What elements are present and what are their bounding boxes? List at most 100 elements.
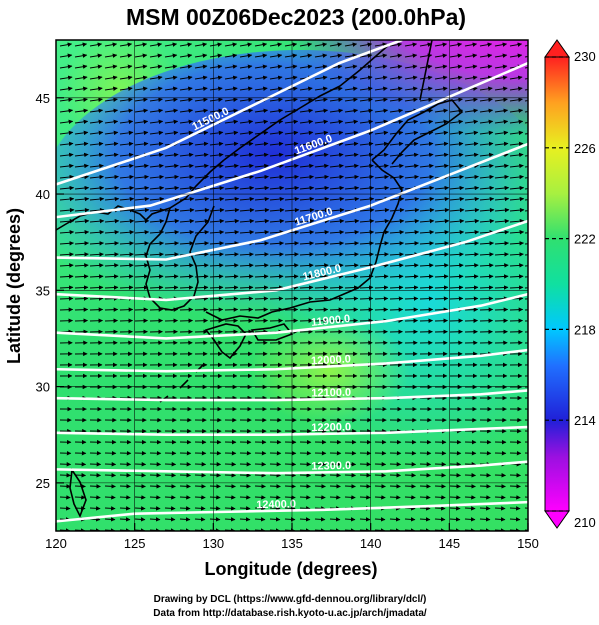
wind-arrow <box>239 207 255 213</box>
wind-arrow <box>329 130 344 136</box>
wind-arrow <box>494 285 509 290</box>
wind-arrow <box>449 252 464 257</box>
wind-arrow <box>404 119 419 125</box>
wind-arrow <box>209 285 224 290</box>
wind-arrow <box>314 495 326 500</box>
wind-arrow <box>329 252 344 257</box>
wind-arrow <box>404 307 419 312</box>
wind-arrow <box>119 218 135 224</box>
wind-arrow <box>254 218 270 224</box>
colorbar-ticks: 210 214 218 222 226 230 <box>545 49 596 530</box>
wind-arrow <box>494 241 509 246</box>
wind-arrow <box>374 119 389 125</box>
wind-arrow <box>104 517 116 522</box>
wind-arrow <box>344 42 358 47</box>
colorbar-max-triangle <box>544 39 570 58</box>
wind-arrow <box>104 42 118 47</box>
wind-arrow <box>239 42 253 47</box>
wind-arrow <box>164 119 179 125</box>
wind-arrow <box>269 495 281 500</box>
wind-arrow <box>239 274 254 279</box>
wind-arrow <box>479 42 493 47</box>
wind-arrow <box>389 495 401 500</box>
wind-arrow <box>134 185 150 191</box>
wind-arrow <box>89 42 103 47</box>
wind-arrow <box>359 196 375 202</box>
wind-arrow <box>479 296 494 301</box>
wind-arrow <box>434 196 450 202</box>
wind-arrow <box>299 229 315 235</box>
wind-arrow <box>494 196 510 202</box>
wind-arrow <box>344 263 359 268</box>
wind-arrow <box>224 296 239 301</box>
wind-arrow <box>239 307 254 312</box>
wind-arrow <box>89 119 104 125</box>
contour-label: 12400.0 <box>256 498 296 511</box>
wind-arrow <box>434 229 450 235</box>
wind-arrow <box>254 42 268 47</box>
wind-arrow <box>104 174 119 180</box>
wind-arrow <box>224 263 239 268</box>
contour-line <box>56 219 528 302</box>
wind-arrow <box>224 185 240 191</box>
wind-arrow <box>134 307 149 312</box>
wind-arrow <box>434 296 449 301</box>
x-tick-label: 125 <box>124 536 146 551</box>
wind-arrow <box>239 130 254 136</box>
wind-arrow <box>194 97 208 103</box>
wind-arrow <box>254 163 269 169</box>
wind-arrow <box>329 119 344 125</box>
wind-arrow <box>479 119 494 125</box>
wind-arrow <box>434 42 448 47</box>
contour-label: 12200.0 <box>311 421 351 434</box>
wind-arrow <box>299 42 313 47</box>
wind-arrow <box>119 495 131 500</box>
wind-arrow <box>314 64 328 69</box>
wind-arrow <box>254 252 269 257</box>
wind-arrow <box>434 252 449 257</box>
wind-arrow <box>434 130 449 136</box>
wind-arrow <box>434 218 450 224</box>
wind-arrow <box>464 307 479 312</box>
wind-arrow <box>299 97 313 103</box>
wind-arrow <box>269 185 285 191</box>
wind-arrow <box>104 285 119 290</box>
wind-arrow <box>434 163 449 169</box>
wind-arrow <box>239 263 254 268</box>
wind-arrow <box>449 75 463 80</box>
wind-arrow <box>404 75 418 80</box>
wind-arrow <box>359 517 371 522</box>
wind-arrow <box>134 274 149 279</box>
wind-arrow <box>194 141 209 147</box>
wind-arrow <box>164 53 178 58</box>
wind-arrow <box>239 86 253 91</box>
wind-arrow <box>494 218 510 224</box>
wind-arrow <box>449 64 463 69</box>
wind-arrow <box>134 218 150 224</box>
wind-arrow <box>239 119 254 125</box>
wind-arrow <box>164 130 179 136</box>
wind-arrow <box>149 86 163 91</box>
chart-title: MSM 00Z06Dec2023 (200.0hPa) <box>126 4 466 30</box>
wind-arrow <box>479 506 491 511</box>
wind-arrow <box>314 152 329 158</box>
wind-arrow <box>344 307 359 312</box>
wind-arrow <box>314 141 329 147</box>
wind-arrow <box>389 263 404 268</box>
wind-arrow <box>524 133 528 135</box>
wind-arrow <box>449 263 464 268</box>
wind-arrow <box>404 64 418 69</box>
wind-arrow <box>164 108 179 114</box>
wind-arrow <box>119 241 134 246</box>
wind-arrow <box>359 42 373 47</box>
wind-arrow <box>194 196 210 202</box>
wind-arrow <box>449 152 464 158</box>
wind-arrow <box>314 263 329 268</box>
wind-arrow <box>479 307 494 312</box>
wind-arrow <box>374 64 388 69</box>
wind-arrow <box>419 307 434 312</box>
wind-arrow <box>194 86 208 91</box>
wind-arrow <box>464 296 479 301</box>
wind-arrow <box>149 218 165 224</box>
wind-arrow <box>194 53 208 58</box>
